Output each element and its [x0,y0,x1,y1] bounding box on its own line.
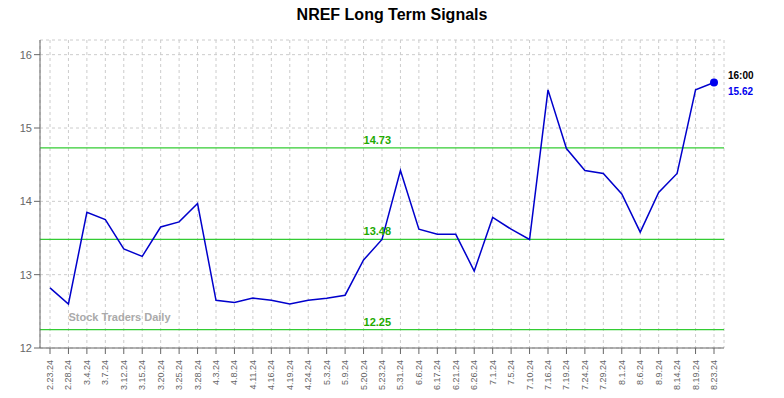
svg-text:4.11.24: 4.11.24 [248,360,258,389]
svg-text:7.29.24: 7.29.24 [598,360,608,390]
svg-text:3.15.24: 3.15.24 [137,360,147,390]
svg-text:6.26.24: 6.26.24 [469,360,479,390]
svg-text:7.5.24: 7.5.24 [506,360,516,385]
svg-text:8.19.24: 8.19.24 [691,360,701,390]
svg-text:3.12.24: 3.12.24 [119,360,129,390]
svg-text:4.8.24: 4.8.24 [229,360,239,385]
svg-text:5.9.24: 5.9.24 [340,360,350,385]
svg-text:2.28.24: 2.28.24 [63,360,73,390]
svg-text:8.6.24: 8.6.24 [635,360,645,385]
svg-text:Stock Traders Daily: Stock Traders Daily [68,311,171,323]
svg-text:5.31.24: 5.31.24 [395,360,405,390]
svg-text:14: 14 [20,195,32,207]
svg-text:8.1.24: 8.1.24 [617,360,627,385]
svg-text:13.48: 13.48 [364,225,392,237]
svg-text:15: 15 [20,122,32,134]
svg-text:2.23.24: 2.23.24 [45,360,55,390]
svg-text:5.3.24: 5.3.24 [322,360,332,385]
svg-text:12: 12 [20,342,32,354]
svg-text:7.19.24: 7.19.24 [561,360,571,390]
svg-text:12.25: 12.25 [364,316,392,328]
svg-text:4.24.24: 4.24.24 [303,360,313,390]
svg-text:4.19.24: 4.19.24 [285,360,295,390]
svg-text:8.9.24: 8.9.24 [654,360,664,385]
svg-text:16: 16 [20,49,32,61]
svg-text:7.1.24: 7.1.24 [488,360,498,385]
svg-text:8.14.24: 8.14.24 [672,360,682,390]
svg-text:7.24.24: 7.24.24 [580,360,590,390]
html-text:NREF Long Term Signals: NREF Long Term Signals [296,6,488,23]
svg-text:3.25.24: 3.25.24 [174,360,184,390]
svg-text:16:00: 16:00 [728,70,754,81]
svg-text:4.16.24: 4.16.24 [266,360,276,390]
svg-text:6.17.24: 6.17.24 [432,360,442,390]
svg-text:7.16.24: 7.16.24 [543,360,553,390]
svg-text:13: 13 [20,269,32,281]
svg-text:14.73: 14.73 [364,134,392,146]
svg-text:15.62: 15.62 [728,86,753,97]
svg-text:7.10.24: 7.10.24 [525,360,535,390]
svg-text:3.28.24: 3.28.24 [193,360,203,390]
svg-text:8.23.24: 8.23.24 [709,360,719,390]
svg-text:5.23.24: 5.23.24 [377,360,387,390]
svg-text:6.21.24: 6.21.24 [451,360,461,390]
svg-text:3.4.24: 3.4.24 [82,360,92,385]
svg-text:3.7.24: 3.7.24 [100,360,110,385]
svg-text:4.3.24: 4.3.24 [211,360,221,385]
svg-text:6.6.24: 6.6.24 [414,360,424,385]
svg-text:3.20.24: 3.20.24 [156,360,166,390]
svg-text:5.20.24: 5.20.24 [359,360,369,390]
